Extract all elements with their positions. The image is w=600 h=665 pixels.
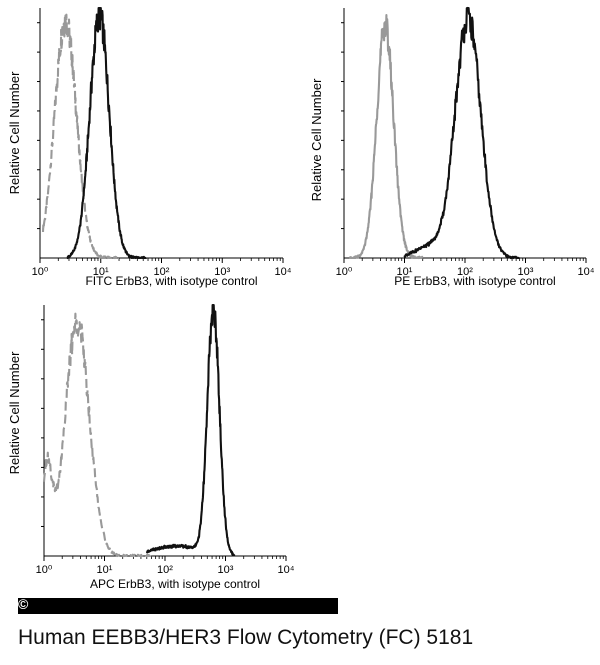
histogram-series-isotype	[349, 14, 424, 260]
x-axis-label: PE ErbB3, with isotype control	[394, 274, 555, 288]
histogram-series-erbb3	[66, 6, 148, 260]
x-tick-label: 10⁰	[32, 266, 49, 278]
x-tick-label: 10²	[157, 564, 173, 576]
panel-fitc: 10⁰ 10¹ 10² 10³ 10⁴ Relative Cell Number FITC …	[7, 6, 292, 288]
copyright-redaction-bar	[18, 598, 338, 614]
figure-caption: Human EEBB3/HER3 Flow Cytometry (FC) 518…	[18, 626, 474, 649]
x-tick-label: 10⁰	[336, 266, 353, 278]
x-axis-label: APC ErbB3, with isotype control	[90, 577, 260, 591]
x-tick-label: 10¹	[397, 266, 413, 278]
histogram-series-erbb3	[145, 303, 236, 557]
panel-apc: 10⁰ 10¹ 10² 10³ 10⁴ Relative Cell Number APC E…	[7, 303, 295, 591]
x-tick-label: 10⁴	[275, 266, 292, 278]
x-tick-label: 10³	[518, 266, 534, 278]
x-tick-label: 10⁰	[36, 564, 53, 576]
panel-pe: 10⁰ 10¹ 10² 10³ 10⁴ Relative Cell Number PE Er…	[309, 6, 595, 288]
x-tick-label: 10³	[218, 564, 234, 576]
histogram-series-erbb3	[403, 6, 521, 260]
y-axis-label: Relative Cell Number	[7, 71, 22, 194]
x-tick-label: 10¹	[97, 564, 113, 576]
x-tick-label: 10²	[154, 266, 170, 278]
histogram-series-isotype	[42, 312, 154, 558]
x-tick-label: 10⁴	[278, 564, 295, 576]
histogram-series-isotype	[41, 13, 120, 260]
x-tick-label: 10³	[214, 266, 230, 278]
x-tick-label: 10²	[457, 266, 473, 278]
y-axis-label: Relative Cell Number	[309, 78, 324, 201]
x-axis-label: FITC ErbB3, with isotype control	[85, 274, 257, 288]
x-tick-label: 10¹	[93, 266, 109, 278]
x-tick-label: 10⁴	[578, 266, 595, 278]
y-axis-label: Relative Cell Number	[7, 351, 22, 474]
copyright-symbol: ©	[18, 596, 29, 612]
